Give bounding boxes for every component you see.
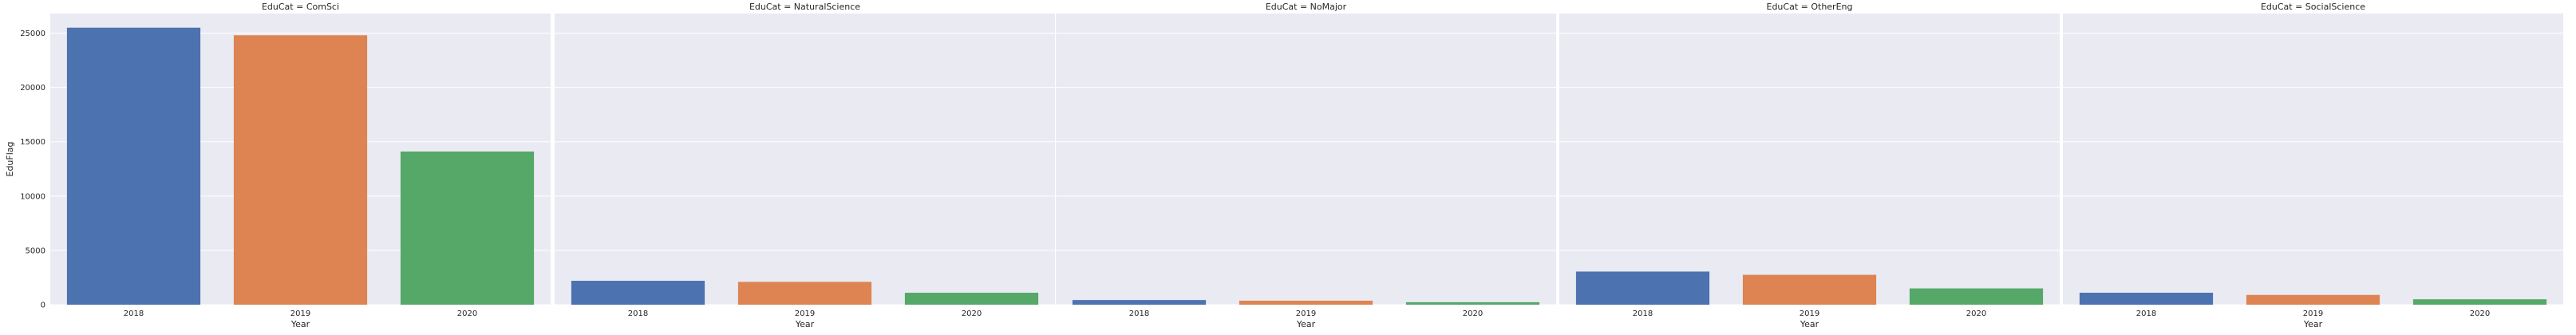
x-tick-label: 2018 bbox=[1633, 309, 1653, 318]
x-axis-label: Year bbox=[2303, 319, 2323, 329]
facet-panel-1 bbox=[555, 14, 1055, 305]
bar-2019 bbox=[1239, 300, 1373, 305]
x-tick-label: 2019 bbox=[1296, 309, 1316, 318]
y-tick-label: 0 bbox=[41, 302, 45, 310]
x-tick-label: 2020 bbox=[457, 309, 477, 318]
facet-title: EduCat = OtherEng bbox=[1767, 2, 1853, 12]
x-tick-label: 2018 bbox=[124, 309, 144, 318]
bar-2020 bbox=[1405, 302, 1540, 305]
y-tick-label: 15000 bbox=[20, 138, 45, 147]
y-tick-label: 10000 bbox=[20, 192, 45, 201]
x-tick-label: 2020 bbox=[962, 309, 982, 318]
facet-title: EduCat = NoMajor bbox=[1266, 2, 1347, 12]
x-tick-label: 2020 bbox=[2470, 309, 2490, 318]
y-tick-label: 20000 bbox=[20, 84, 45, 93]
bar-2018 bbox=[1575, 271, 1710, 305]
facet-title: EduCat = SocialScience bbox=[2261, 2, 2365, 12]
bar-2019 bbox=[233, 35, 368, 305]
bar-2019 bbox=[2246, 294, 2380, 305]
x-axis-label: Year bbox=[1800, 319, 1819, 329]
x-tick-label: 2019 bbox=[290, 309, 310, 318]
x-tick-label: 2018 bbox=[1129, 309, 1149, 318]
x-axis-label: Year bbox=[795, 319, 815, 329]
x-tick-label: 2018 bbox=[628, 309, 648, 318]
bar-2018 bbox=[1072, 300, 1207, 305]
facet-title: EduCat = NaturalScience bbox=[749, 2, 860, 12]
x-tick-label: 2019 bbox=[795, 309, 815, 318]
bar-2020 bbox=[400, 151, 535, 305]
bar-2020 bbox=[904, 293, 1039, 305]
facet-panel-2 bbox=[1056, 14, 1556, 305]
bar-2019 bbox=[737, 282, 872, 305]
bar-2018 bbox=[2079, 293, 2214, 305]
x-tick-label: 2020 bbox=[1463, 309, 1483, 318]
y-tick-label: 25000 bbox=[20, 30, 45, 38]
bar-2020 bbox=[2412, 299, 2547, 305]
x-axis-label: Year bbox=[290, 319, 310, 329]
y-tick-label: 5000 bbox=[26, 246, 45, 255]
facet-panel-4 bbox=[2063, 14, 2563, 305]
x-tick-label: 2020 bbox=[1966, 309, 1986, 318]
bar-2019 bbox=[1742, 274, 1877, 305]
y-axis-label: EduFlag bbox=[5, 141, 15, 176]
facet-title: EduCat = ComSci bbox=[262, 2, 339, 12]
bar-2020 bbox=[1909, 288, 2044, 305]
x-axis-label: Year bbox=[1296, 319, 1316, 329]
x-tick-label: 2019 bbox=[2303, 309, 2323, 318]
x-tick-label: 2019 bbox=[1800, 309, 1819, 318]
x-tick-label: 2018 bbox=[2136, 309, 2156, 318]
facet-panel-3 bbox=[1559, 14, 2060, 305]
bar-2018 bbox=[571, 281, 705, 305]
bar-2018 bbox=[66, 27, 201, 305]
